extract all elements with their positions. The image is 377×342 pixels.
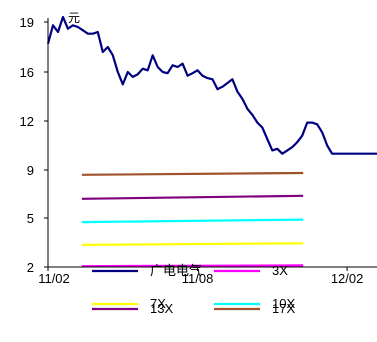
series-line-17X: [81, 171, 304, 176]
x-tick-label: 12/02: [331, 271, 364, 286]
legend-label: 3X: [272, 263, 288, 278]
series-line-13X: [81, 194, 304, 200]
legend-label: 10X: [272, 296, 295, 311]
x-tick-label: 11/02: [38, 271, 70, 286]
series-line-10X: [81, 218, 304, 224]
x-tick-label: 11/08: [182, 271, 214, 286]
series-line-广电电气: [46, 15, 377, 155]
y-tick-label: 2: [27, 260, 34, 275]
legend-label: 17X: [272, 301, 295, 316]
unit-label: 元: [68, 11, 80, 25]
legend-label: 7X: [150, 296, 166, 311]
series-line-3X: [81, 264, 304, 268]
y-tick-label: 16: [20, 65, 34, 80]
legend-label: 13X: [150, 301, 173, 316]
y-tick-label: 5: [27, 211, 34, 226]
series-line-7X: [81, 242, 304, 246]
y-tick-label: 12: [20, 114, 34, 129]
legend-label: 广电电气: [150, 263, 202, 278]
y-tick-label: 19: [20, 15, 34, 30]
y-tick-label: 9: [27, 163, 34, 178]
